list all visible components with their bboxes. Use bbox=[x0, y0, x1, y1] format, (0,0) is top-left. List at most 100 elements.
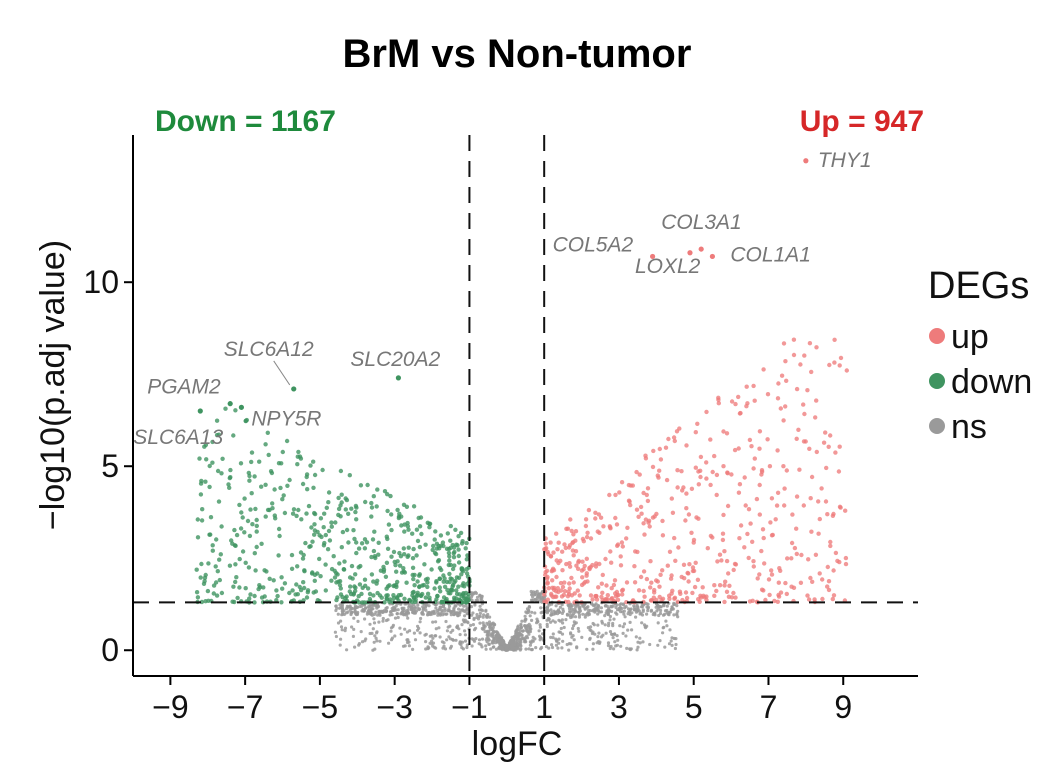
ns-point bbox=[384, 610, 388, 614]
ns-point bbox=[485, 621, 489, 625]
down-point bbox=[295, 564, 300, 569]
ns-point bbox=[661, 626, 665, 630]
ns-point bbox=[445, 629, 449, 633]
down-point bbox=[441, 595, 447, 600]
ns-point bbox=[402, 613, 406, 617]
up-point bbox=[695, 577, 701, 582]
up-point bbox=[654, 511, 659, 517]
gene-label: COL3A1 bbox=[661, 211, 742, 234]
down-point bbox=[454, 596, 459, 601]
up-point bbox=[561, 592, 567, 598]
ns-point bbox=[445, 638, 449, 642]
down-point bbox=[195, 517, 200, 522]
ns-point bbox=[599, 610, 604, 614]
down-point bbox=[203, 572, 208, 578]
ns-point bbox=[665, 624, 669, 628]
down-point bbox=[435, 593, 440, 599]
up-point bbox=[594, 561, 599, 566]
up-point bbox=[663, 445, 669, 450]
up-point bbox=[637, 472, 642, 477]
up-point bbox=[763, 597, 768, 603]
down-point bbox=[451, 551, 456, 556]
ns-point bbox=[519, 622, 523, 626]
labeled-gene-point bbox=[687, 250, 693, 256]
ns-point bbox=[458, 633, 462, 637]
down-point bbox=[354, 550, 359, 556]
y-tick-label: 10 bbox=[83, 264, 119, 300]
up-point bbox=[716, 397, 721, 402]
up-point bbox=[746, 507, 752, 512]
down-point bbox=[460, 539, 465, 544]
up-point bbox=[683, 590, 689, 595]
ns-point bbox=[635, 605, 640, 609]
up-point bbox=[825, 512, 830, 517]
ns-point bbox=[583, 615, 587, 619]
down-point bbox=[247, 533, 253, 539]
up-point bbox=[725, 470, 730, 475]
ns-point bbox=[367, 606, 371, 610]
up-point bbox=[802, 353, 807, 358]
down-point bbox=[461, 581, 466, 586]
down-point bbox=[415, 579, 420, 584]
ns-point bbox=[457, 607, 461, 611]
up-point bbox=[560, 549, 565, 554]
up-point bbox=[832, 337, 837, 342]
ns-point bbox=[387, 641, 391, 645]
down-point bbox=[228, 475, 233, 480]
up-point bbox=[576, 560, 581, 565]
up-point bbox=[575, 588, 580, 593]
down-point bbox=[462, 596, 467, 601]
up-point bbox=[775, 490, 781, 495]
x-tick-label: 1 bbox=[535, 689, 553, 725]
up-point bbox=[581, 539, 586, 544]
down-point bbox=[414, 527, 420, 532]
ns-point bbox=[374, 636, 378, 640]
ns-point bbox=[415, 609, 419, 613]
up-point bbox=[562, 589, 568, 594]
down-point bbox=[335, 595, 340, 600]
ns-point bbox=[529, 627, 533, 631]
up-point bbox=[766, 577, 772, 582]
up-point bbox=[757, 446, 762, 451]
down-point bbox=[329, 524, 334, 529]
ns-point bbox=[541, 596, 545, 600]
ns-point bbox=[556, 646, 560, 650]
down-point bbox=[216, 499, 222, 504]
up-point bbox=[564, 561, 569, 567]
down-point bbox=[300, 481, 306, 487]
ns-point bbox=[478, 614, 482, 618]
ns-point bbox=[519, 626, 523, 630]
up-point bbox=[691, 540, 696, 545]
up-point bbox=[675, 468, 680, 473]
up-point bbox=[673, 558, 678, 563]
up-point bbox=[604, 583, 609, 588]
down-point bbox=[262, 568, 267, 573]
down-point bbox=[447, 558, 452, 563]
up-point bbox=[809, 369, 814, 375]
down-point bbox=[266, 452, 271, 458]
ns-point bbox=[603, 623, 607, 627]
ns-point bbox=[339, 625, 344, 629]
down-point bbox=[449, 577, 455, 582]
up-point bbox=[831, 593, 837, 598]
down-point bbox=[346, 511, 351, 516]
down-point bbox=[446, 562, 451, 568]
x-tick-label: −9 bbox=[152, 689, 188, 725]
up-point bbox=[550, 578, 555, 583]
up-point bbox=[620, 544, 625, 549]
down-point bbox=[252, 593, 257, 599]
up-point bbox=[596, 512, 602, 517]
up-point bbox=[643, 517, 649, 522]
gene-label-connector bbox=[273, 360, 291, 386]
down-point bbox=[353, 572, 358, 577]
ns-point bbox=[497, 634, 501, 638]
up-point bbox=[644, 492, 649, 498]
up-point bbox=[820, 577, 825, 582]
down-point bbox=[240, 549, 246, 554]
ns-point bbox=[675, 613, 679, 617]
up-point bbox=[708, 482, 713, 488]
ns-point bbox=[648, 642, 652, 647]
up-point bbox=[843, 561, 849, 567]
down-point bbox=[317, 556, 322, 562]
up-point bbox=[638, 504, 644, 510]
